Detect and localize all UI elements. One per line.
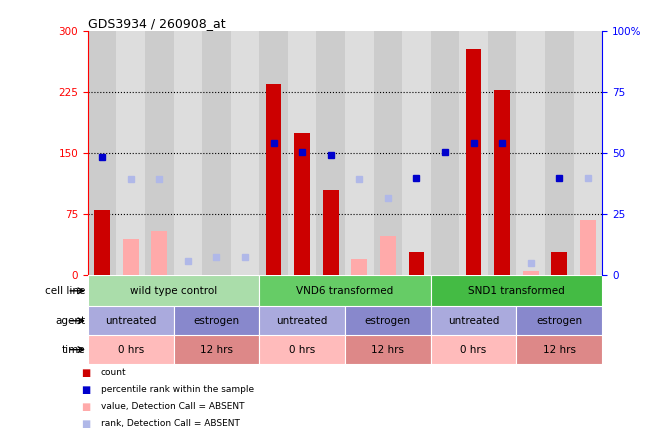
Text: rank, Detection Call = ABSENT: rank, Detection Call = ABSENT (101, 419, 240, 428)
Text: value, Detection Call = ABSENT: value, Detection Call = ABSENT (101, 402, 244, 411)
Bar (152, 230, 167, 275)
Text: 0 hrs: 0 hrs (118, 345, 144, 355)
Bar (545, 31, 574, 275)
Text: 12 hrs: 12 hrs (543, 345, 576, 355)
Text: SND1 transformed: SND1 transformed (468, 286, 565, 296)
Text: 0 hrs: 0 hrs (289, 345, 315, 355)
Bar (294, 133, 310, 275)
Bar (174, 31, 202, 275)
Text: agent: agent (55, 316, 85, 326)
Bar (323, 190, 339, 275)
Bar (374, 31, 402, 275)
Bar (174, 335, 259, 364)
Text: ■: ■ (81, 419, 90, 428)
Bar (431, 335, 516, 364)
Bar (409, 253, 424, 275)
Bar (259, 31, 288, 275)
Bar (345, 306, 431, 335)
Text: 12 hrs: 12 hrs (200, 345, 233, 355)
Bar (574, 31, 602, 275)
Text: untreated: untreated (448, 316, 499, 326)
Bar (352, 259, 367, 275)
Text: wild type control: wild type control (130, 286, 217, 296)
Bar (88, 275, 259, 306)
Bar (580, 220, 596, 275)
Bar (523, 271, 538, 275)
Bar (494, 90, 510, 275)
Text: time: time (62, 345, 85, 355)
Bar (266, 84, 281, 275)
Text: estrogen: estrogen (536, 316, 583, 326)
Text: ■: ■ (81, 368, 90, 378)
Text: percentile rank within the sample: percentile rank within the sample (101, 385, 254, 394)
Bar (316, 31, 345, 275)
Bar (431, 275, 602, 306)
Bar (380, 236, 396, 275)
Bar (465, 49, 482, 275)
Text: 0 hrs: 0 hrs (460, 345, 487, 355)
Text: cell line: cell line (45, 286, 85, 296)
Bar (88, 31, 117, 275)
Bar (431, 306, 516, 335)
Bar (145, 31, 174, 275)
Text: VND6 transformed: VND6 transformed (296, 286, 394, 296)
Text: untreated: untreated (105, 316, 156, 326)
Text: 12 hrs: 12 hrs (371, 345, 404, 355)
Bar (516, 335, 602, 364)
Bar (259, 275, 431, 306)
Bar (94, 210, 110, 275)
Bar (551, 253, 567, 275)
Bar (460, 31, 488, 275)
Text: untreated: untreated (277, 316, 328, 326)
Bar (88, 335, 174, 364)
Text: GDS3934 / 260908_at: GDS3934 / 260908_at (88, 17, 225, 30)
Bar (174, 306, 259, 335)
Bar (202, 31, 230, 275)
Bar (259, 306, 345, 335)
Text: ■: ■ (81, 385, 90, 395)
Bar (288, 31, 316, 275)
Bar (516, 306, 602, 335)
Bar (345, 31, 374, 275)
Bar (123, 239, 139, 275)
Bar (152, 230, 167, 275)
Bar (402, 31, 431, 275)
Text: ■: ■ (81, 402, 90, 412)
Bar (345, 335, 431, 364)
Text: estrogen: estrogen (365, 316, 411, 326)
Bar (488, 31, 516, 275)
Bar (230, 31, 259, 275)
Bar (431, 31, 460, 275)
Text: estrogen: estrogen (193, 316, 240, 326)
Bar (117, 31, 145, 275)
Bar (516, 31, 545, 275)
Bar (259, 335, 345, 364)
Text: count: count (101, 369, 126, 377)
Bar (88, 306, 174, 335)
